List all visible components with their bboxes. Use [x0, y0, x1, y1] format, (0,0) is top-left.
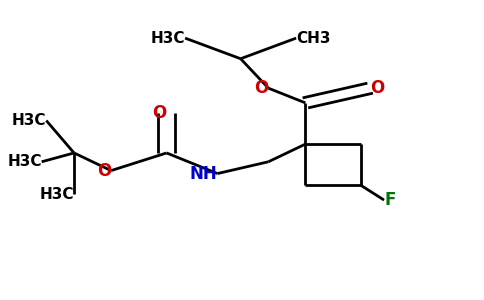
- Text: O: O: [152, 104, 166, 122]
- Text: O: O: [97, 162, 111, 180]
- Text: H3C: H3C: [40, 187, 74, 202]
- Text: O: O: [254, 79, 269, 97]
- Text: NH: NH: [190, 165, 217, 183]
- Text: H3C: H3C: [7, 154, 42, 169]
- Text: F: F: [384, 191, 395, 209]
- Text: O: O: [370, 79, 384, 97]
- Text: H3C: H3C: [151, 31, 185, 46]
- Text: CH3: CH3: [296, 31, 331, 46]
- Text: H3C: H3C: [12, 113, 46, 128]
